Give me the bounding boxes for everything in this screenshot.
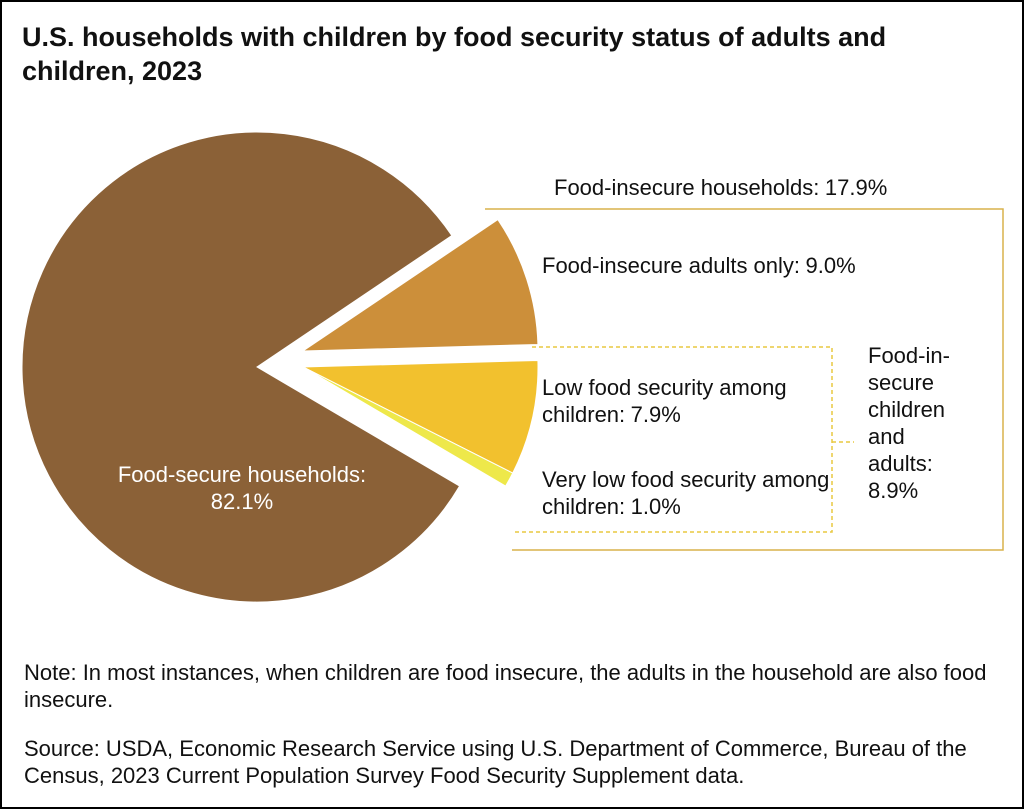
slice-name: Very low food security among children: — [542, 467, 830, 519]
slice-label: Food-insecure adults only: 9.0% — [542, 252, 962, 279]
group-name: Food-insecure households: — [554, 175, 820, 200]
group-name: Food-in-secure children and adults: — [868, 343, 950, 476]
group-bracket — [485, 208, 1004, 551]
slice-label: Very low food security among children: 1.… — [542, 466, 832, 520]
group-value: 17.9% — [824, 175, 888, 200]
slice-name: Food-secure households: — [117, 462, 367, 487]
group-value: 8.9% — [868, 478, 919, 503]
slice-value: 9.0% — [805, 253, 856, 278]
pie-slice — [21, 131, 461, 603]
pie-slice — [302, 359, 539, 474]
slice-name: Low food security among children: — [542, 375, 787, 427]
chart-title: U.S. households with children by food se… — [22, 22, 887, 86]
slice-value: 82.1% — [210, 489, 274, 514]
pie-slice — [301, 218, 539, 352]
group-label: Food-in-secure children and adults: 8.9% — [868, 342, 972, 504]
source: Source: USDA, Economic Research Service … — [24, 736, 967, 788]
slice-name: Food-insecure adults only: — [542, 253, 801, 278]
children-bracket — [512, 346, 833, 533]
group-label: Food-insecure households: 17.9% — [554, 174, 994, 201]
slice-label: Food-secure households: 82.1% — [72, 461, 412, 515]
slice-value: 1.0% — [630, 494, 681, 519]
note: Note: In most instances, when children a… — [24, 660, 987, 712]
slice-label: Low food security among children: 7.9% — [542, 374, 832, 428]
pie-slice — [302, 366, 514, 487]
slice-value: 7.9% — [630, 402, 681, 427]
